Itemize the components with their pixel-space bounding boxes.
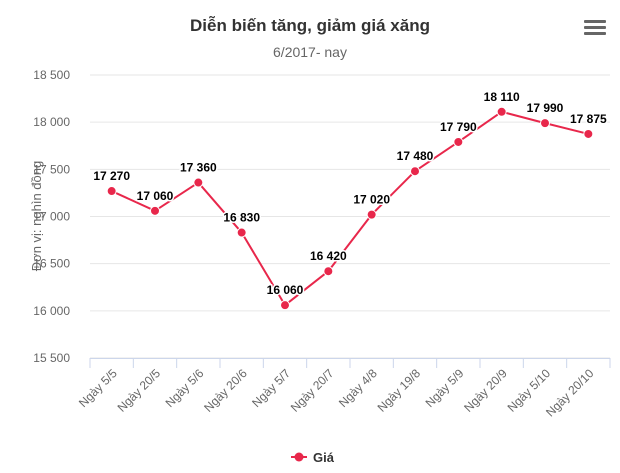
y-tick-label: 18 000 [33, 115, 70, 129]
data-label: 18 110 [484, 90, 520, 104]
y-tick-label: 17 500 [33, 162, 70, 176]
data-label: 16 420 [310, 249, 347, 263]
data-label: 17 990 [527, 101, 564, 115]
data-point [323, 266, 334, 277]
data-label: 17 360 [180, 161, 217, 175]
data-point [453, 136, 464, 147]
x-tick-label: Ngày 20/5 [115, 366, 164, 415]
x-tick-label: Ngày 5/6 [163, 366, 207, 410]
series-gia[interactable]: 17 270 17 060 17 360 16 830 16 060 16 420 17 0… [92, 88, 609, 311]
x-tick-label: Ngày 4/8 [336, 366, 380, 410]
y-tick-label: 16 000 [33, 304, 70, 318]
y-axis-ticks: 15 500 16 000 16 500 17 000 17 500 18 000 18 5… [33, 68, 70, 365]
x-tick-label: Ngày 20/9 [461, 366, 510, 415]
x-tick-label: Ngày 20/7 [288, 366, 337, 415]
data-label: 16 830 [223, 211, 260, 225]
x-tick-label: Ngày 20/6 [201, 366, 250, 415]
x-axis [89, 358, 611, 368]
data-label: 17 270 [93, 169, 130, 183]
data-point [496, 106, 507, 117]
x-tick-label: Ngày 5/9 [423, 366, 467, 410]
data-point [583, 128, 594, 139]
y-tick-label: 15 500 [33, 351, 70, 365]
legend-label: Giá [313, 450, 335, 465]
data-label: 17 060 [137, 189, 174, 203]
x-tick-label: Ngày 5/5 [76, 366, 120, 410]
gridlines [90, 74, 610, 359]
data-label: 16 060 [267, 283, 304, 297]
x-tick-label: Ngày 19/8 [375, 366, 424, 415]
chart-subtitle: 6/2017- nay [273, 44, 347, 60]
data-label: 17 020 [353, 193, 390, 207]
data-point [193, 177, 204, 188]
x-tick-label: Ngày 5/7 [249, 366, 293, 410]
hamburger-menu-icon[interactable] [584, 20, 606, 38]
data-point [366, 209, 377, 220]
y-tick-label: 17 000 [33, 210, 70, 224]
data-point [540, 118, 550, 129]
data-point [150, 205, 160, 216]
data-label: 17 875 [570, 112, 607, 126]
legend[interactable]: Giá [291, 450, 335, 465]
series-line [111, 110, 589, 307]
x-tick-label: Ngày 20/10 [543, 366, 597, 420]
data-point [280, 300, 290, 311]
y-tick-label: 18 500 [33, 68, 70, 82]
y-axis-title: Đơn vị: nghìn đồng [29, 161, 44, 271]
data-point [106, 186, 117, 197]
chart-title: Diễn biến tăng, giảm giá xăng [190, 16, 430, 35]
data-point [410, 166, 420, 177]
data-label: 17 790 [440, 120, 477, 134]
data-label: 17 480 [397, 149, 434, 163]
data-point [236, 227, 247, 238]
y-tick-label: 16 500 [33, 257, 70, 271]
legend-marker [294, 452, 304, 462]
